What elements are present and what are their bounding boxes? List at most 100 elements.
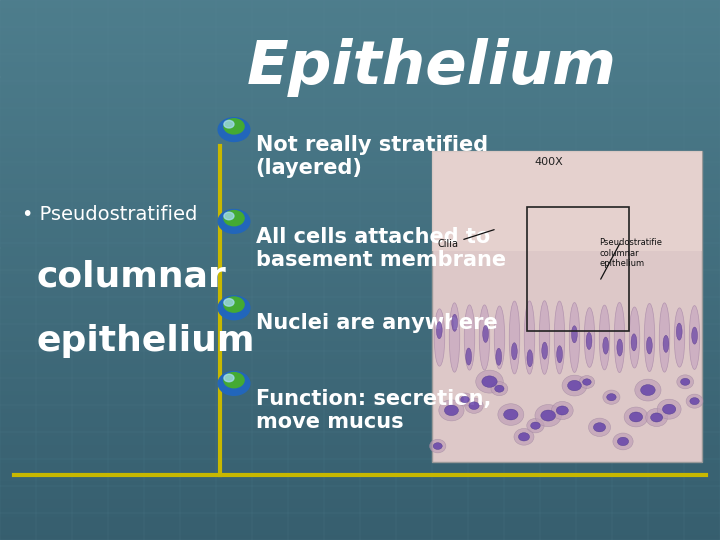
Ellipse shape xyxy=(539,301,550,374)
Bar xyxy=(526,207,629,332)
Bar xyxy=(0,166,720,171)
Bar xyxy=(0,441,720,445)
Text: Function: secretion,
move mucus: Function: secretion, move mucus xyxy=(256,389,491,432)
Bar xyxy=(0,220,720,225)
Ellipse shape xyxy=(469,402,479,409)
Bar xyxy=(0,81,720,85)
Bar xyxy=(0,463,720,468)
Ellipse shape xyxy=(586,333,592,349)
Circle shape xyxy=(218,118,250,141)
Bar xyxy=(0,139,720,144)
Bar xyxy=(0,405,720,409)
Ellipse shape xyxy=(444,405,459,416)
Bar xyxy=(0,158,720,162)
Ellipse shape xyxy=(541,410,556,421)
Bar xyxy=(0,266,720,270)
Text: Not really stratified
(layered): Not really stratified (layered) xyxy=(256,135,487,178)
Ellipse shape xyxy=(692,327,698,344)
Ellipse shape xyxy=(635,379,661,401)
Bar xyxy=(0,342,720,347)
Bar xyxy=(0,310,720,315)
Ellipse shape xyxy=(680,379,690,386)
Bar xyxy=(432,151,702,251)
Bar xyxy=(0,293,720,297)
Bar xyxy=(0,468,720,472)
Bar xyxy=(0,247,720,252)
Bar xyxy=(0,504,720,509)
Bar xyxy=(0,176,720,180)
Bar xyxy=(0,216,720,220)
Bar xyxy=(0,328,720,333)
Bar xyxy=(0,207,720,212)
Bar xyxy=(0,374,720,378)
Text: Cilia: Cilia xyxy=(438,230,494,249)
Ellipse shape xyxy=(527,350,533,367)
Ellipse shape xyxy=(651,413,662,422)
Bar xyxy=(0,31,720,36)
Ellipse shape xyxy=(663,335,669,353)
Bar xyxy=(0,284,720,288)
Bar xyxy=(0,297,720,301)
Bar xyxy=(0,472,720,477)
Bar xyxy=(0,396,720,401)
Bar xyxy=(0,243,720,247)
Bar xyxy=(0,148,720,153)
Bar xyxy=(0,432,720,436)
Bar xyxy=(0,58,720,63)
Ellipse shape xyxy=(567,380,582,391)
Ellipse shape xyxy=(646,408,667,427)
Bar xyxy=(0,117,720,122)
Bar xyxy=(0,261,720,266)
Bar xyxy=(0,180,720,185)
Ellipse shape xyxy=(518,433,529,441)
Text: columnar: columnar xyxy=(36,259,226,293)
Bar xyxy=(0,252,720,256)
Ellipse shape xyxy=(657,399,681,419)
Bar xyxy=(0,495,720,500)
Ellipse shape xyxy=(641,384,655,395)
Circle shape xyxy=(224,211,244,226)
Circle shape xyxy=(224,297,244,312)
Bar xyxy=(0,446,720,450)
Ellipse shape xyxy=(686,394,703,408)
Ellipse shape xyxy=(662,404,676,414)
Ellipse shape xyxy=(660,303,670,372)
Ellipse shape xyxy=(647,337,652,354)
Ellipse shape xyxy=(527,418,544,433)
Bar xyxy=(0,369,720,374)
Bar xyxy=(0,18,720,23)
Bar xyxy=(0,234,720,239)
Bar xyxy=(0,333,720,338)
Ellipse shape xyxy=(524,301,535,374)
Ellipse shape xyxy=(494,306,505,369)
Bar xyxy=(0,324,720,328)
Circle shape xyxy=(218,210,250,233)
Ellipse shape xyxy=(554,301,564,374)
Bar xyxy=(0,153,720,158)
Ellipse shape xyxy=(535,404,562,427)
Ellipse shape xyxy=(531,422,540,429)
Circle shape xyxy=(218,296,250,320)
Ellipse shape xyxy=(674,308,685,367)
Ellipse shape xyxy=(461,396,469,403)
Ellipse shape xyxy=(588,418,611,436)
Bar xyxy=(432,151,702,462)
Ellipse shape xyxy=(480,305,490,370)
Ellipse shape xyxy=(503,409,518,420)
Ellipse shape xyxy=(466,348,472,365)
Text: • Pseudostratified: • Pseudostratified xyxy=(22,205,197,224)
Bar xyxy=(0,225,720,229)
Bar xyxy=(0,270,720,274)
Ellipse shape xyxy=(436,322,442,339)
Bar xyxy=(0,301,720,306)
Bar xyxy=(0,0,720,4)
Bar xyxy=(0,500,720,504)
Ellipse shape xyxy=(562,375,587,396)
Ellipse shape xyxy=(557,346,562,363)
Ellipse shape xyxy=(629,307,640,368)
Text: 400X: 400X xyxy=(534,157,563,167)
Ellipse shape xyxy=(613,433,633,450)
Bar xyxy=(0,414,720,418)
Ellipse shape xyxy=(599,305,610,370)
Bar xyxy=(0,122,720,126)
